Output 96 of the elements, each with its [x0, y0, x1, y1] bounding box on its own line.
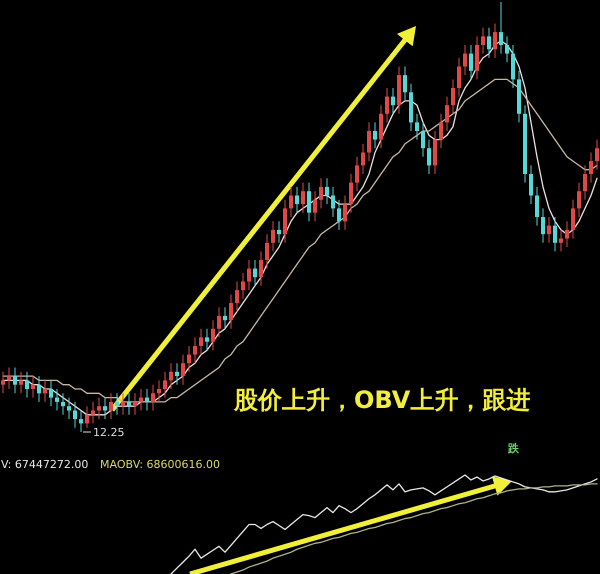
candlestick: [61, 392, 65, 416]
candlestick: [43, 380, 47, 402]
candlestick: [499, 2, 503, 54]
candlestick: [121, 392, 125, 416]
candlestick: [331, 186, 335, 218]
candlestick: [295, 186, 299, 214]
candlestick: [235, 281, 239, 312]
candlestick: [85, 406, 89, 428]
candlestick: [259, 250, 263, 286]
annotation: 股价上升，OBV上升，跟进: [233, 386, 530, 414]
candlestick: [91, 401, 95, 424]
candlestick: [211, 320, 215, 351]
candlestick: [37, 376, 41, 402]
candlestick: [457, 57, 461, 98]
candlestick: [451, 78, 455, 114]
candlestick: [301, 182, 305, 214]
candlestick: [565, 220, 569, 248]
candlestick: [217, 306, 221, 338]
candlestick: [151, 384, 155, 411]
candlestick: [391, 88, 395, 114]
candlestick: [157, 380, 161, 402]
candlestick: [241, 272, 245, 300]
candlestick: [385, 88, 389, 123]
candlestick: [427, 139, 431, 174]
candlestick: [139, 388, 143, 411]
candlestick: [367, 122, 371, 162]
candlestick: [337, 199, 341, 230]
candlestick: [25, 371, 29, 398]
candlestick: [271, 220, 275, 252]
candlestick: [313, 190, 317, 222]
candlestick: [355, 156, 359, 192]
candlestick: [535, 186, 539, 226]
annotation: 12.25: [93, 426, 124, 439]
candlestick: [127, 392, 131, 416]
candlestick: [361, 143, 365, 174]
candlestick: [49, 380, 53, 407]
candlestick: [223, 306, 227, 330]
candlestick: [583, 164, 587, 200]
candlestick: [589, 152, 593, 184]
candlestick: [571, 199, 575, 239]
candlestick: [97, 397, 101, 420]
candlestick: [505, 36, 509, 63]
candlestick: [205, 328, 209, 351]
candlestick: [169, 362, 173, 390]
candlestick: [445, 96, 449, 132]
text: V: 67447272.00: [1, 458, 88, 471]
candlestick: [1, 371, 5, 394]
candlestick: [541, 208, 545, 244]
candlestick: [343, 195, 347, 230]
candlestick: [559, 229, 563, 252]
candlestick: [163, 371, 167, 398]
candlestick: [181, 354, 185, 386]
candlestick: [55, 388, 59, 411]
candlestick: [187, 346, 191, 372]
candlestick: [31, 376, 35, 398]
candlestick: [325, 178, 329, 205]
candlestick: [109, 392, 113, 420]
candlestick: [19, 371, 23, 394]
candlestick: [253, 260, 257, 286]
candlestick: [373, 122, 377, 149]
candlestick: [493, 23, 497, 58]
candlestick: [145, 388, 149, 411]
candlestick: [277, 220, 281, 244]
candlestick: [289, 186, 293, 218]
candlestick: [175, 362, 179, 386]
candlestick: [265, 234, 269, 270]
candlestick: [247, 260, 251, 291]
candlestick: [403, 66, 407, 102]
candlestick: [193, 336, 197, 364]
candlestick: [349, 174, 353, 214]
candlestick: [7, 367, 11, 390]
candlestick: [307, 182, 311, 222]
candlestick: [133, 392, 137, 416]
candlestick: [547, 216, 551, 244]
candlestick: [487, 27, 491, 58]
candlestick: [577, 182, 581, 218]
candlestick: [79, 410, 83, 432]
text: MAOBV: 68600616.00: [100, 458, 220, 471]
candlestick: [415, 113, 419, 140]
candlestick: [115, 392, 119, 416]
candlestick: [103, 397, 107, 420]
candlestick: [439, 113, 443, 149]
candlestick: [469, 44, 473, 80]
candlestick: [67, 397, 71, 420]
candlestick: [199, 328, 203, 356]
candlestick: [229, 294, 233, 330]
candlestick: [319, 178, 323, 209]
candlestick: [73, 401, 77, 428]
candlestick: [481, 27, 485, 54]
candlestick: [595, 139, 599, 170]
text: 跌: [507, 442, 520, 455]
candlestick: [529, 164, 533, 205]
candlestick: [13, 367, 17, 394]
candlestick: [421, 122, 425, 158]
candlestick: [553, 216, 557, 252]
candlestick: [463, 44, 467, 76]
